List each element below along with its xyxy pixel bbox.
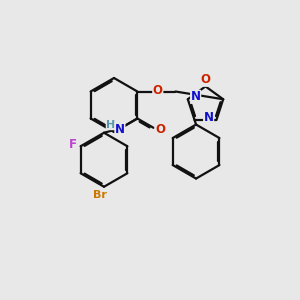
Text: H: H bbox=[106, 120, 116, 130]
Text: N: N bbox=[115, 123, 125, 136]
Text: O: O bbox=[153, 84, 163, 97]
Text: F: F bbox=[69, 138, 77, 151]
Text: Br: Br bbox=[93, 190, 106, 200]
Text: N: N bbox=[204, 111, 214, 124]
Text: N: N bbox=[190, 90, 201, 104]
Text: O: O bbox=[200, 73, 211, 86]
Text: O: O bbox=[155, 123, 165, 136]
